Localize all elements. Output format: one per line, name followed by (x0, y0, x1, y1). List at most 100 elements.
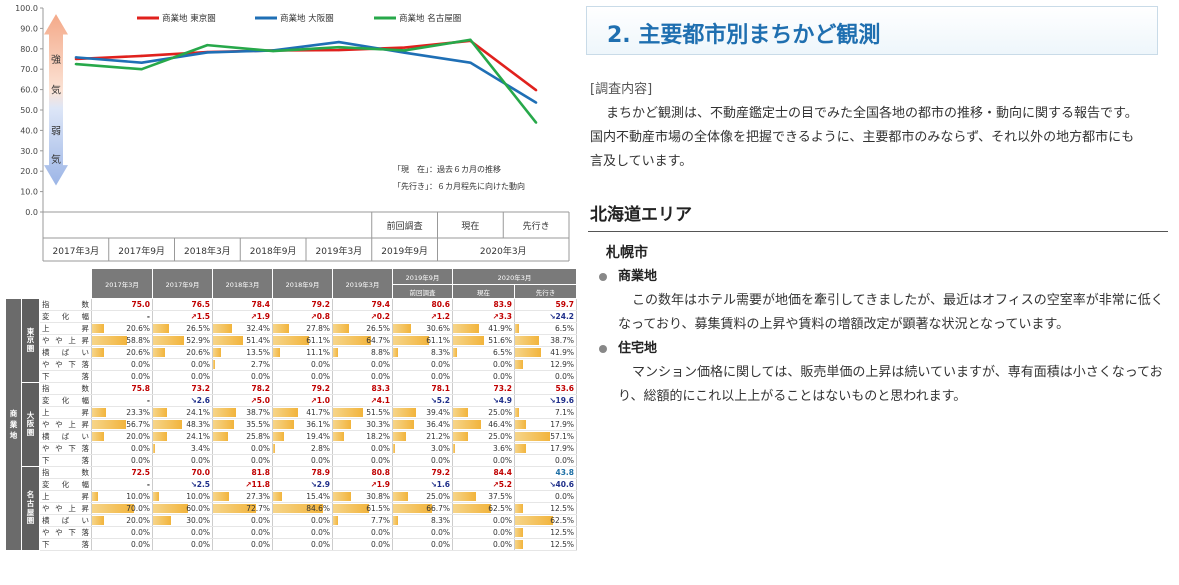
row-label: 横 ば い (39, 346, 93, 359)
cell-value: ↗3.3 (492, 312, 513, 321)
percent-cell: 12.9% (514, 358, 578, 371)
percent-cell: 27.3% (212, 490, 274, 503)
table-row: 大阪圏指 数 75.8 73.2 78.2 79.2 83.3 78.1 73.2 53.6 (6, 382, 578, 467)
cell-value: 13.5% (246, 348, 271, 357)
percent-cell: 3.6% (452, 442, 516, 455)
percent-cell: 61.1% (392, 334, 454, 347)
cell-value: 61.5% (366, 504, 391, 513)
city-heading: 札幌市 (606, 245, 648, 261)
cell-value: 0.0% (190, 360, 211, 369)
percent-cell: 70.0% (91, 502, 154, 515)
percent-bar (213, 336, 244, 345)
data-point (534, 121, 538, 124)
cell-value: 18.2% (366, 432, 391, 441)
row-label: や や 上 昇 (39, 502, 93, 515)
cell-value: 0.0% (250, 444, 271, 453)
percent-cell: 0.0% (332, 538, 394, 551)
percent-bar (393, 336, 430, 345)
cell-value: ↗1.9 (370, 480, 391, 489)
y-tick-label: 70.0 (20, 65, 38, 74)
cell-value: 36.1% (306, 420, 331, 429)
cell-value: 0.0% (430, 540, 451, 549)
cell-value: 51.5% (366, 408, 391, 417)
percent-bar (515, 516, 554, 525)
percent-bar (273, 408, 298, 417)
cell-value: 0.0% (130, 360, 151, 369)
table-row: 下 落 0.0% 0.0% 0.0% 0.0% 0.0% 0.0% 0.0% 0.0% (6, 370, 578, 383)
cell-value: 78.2 (251, 384, 271, 393)
percent-cell: 36.1% (272, 418, 334, 431)
cell-value: 25.0% (488, 432, 513, 441)
cell-value: 0.0% (430, 360, 451, 369)
cell-value: 0.0% (430, 456, 451, 465)
table-row: 商業地東京圏指 数 75.0 76.5 78.4 79.2 79.4 80.6 83.9 59.… (5, 298, 578, 551)
change-cell: ↘2.5 (152, 478, 214, 491)
change-cell: ↘5.2 (392, 394, 454, 407)
strength-label: 気 (51, 84, 61, 97)
legend-label: 商業地 大阪圏 (280, 13, 334, 24)
percent-bar (515, 408, 520, 417)
change-cell: ↗3.3 (452, 310, 516, 323)
index-cell: 73.2 (452, 382, 516, 395)
cell-value: ↗1.2 (430, 312, 451, 321)
change-cell: ↗5.2 (452, 478, 516, 491)
cell-value: 3.0% (430, 444, 451, 453)
percent-cell: 0.0% (392, 454, 454, 467)
cell-value: 35.5% (246, 420, 271, 429)
cell-value: 25.8% (246, 432, 271, 441)
percent-cell: 3.0% (392, 442, 454, 455)
percent-cell: 36.4% (392, 418, 454, 431)
percent-cell: 6.5% (452, 346, 516, 359)
cell-value: ↘19.6 (549, 396, 575, 405)
cell-value: 26.5% (366, 324, 391, 333)
index-cell: 78.4 (212, 298, 274, 311)
data-point (206, 51, 209, 54)
strength-label: 弱 (51, 125, 61, 137)
change-cell: ↘4.9 (452, 394, 516, 407)
table-row: や や 下 落 0.0% 0.0% 0.0% 0.0% 0.0% 0.0% 0.0% 12.5% (6, 526, 578, 539)
cell-value: 7.1% (554, 408, 575, 417)
survey-label: [調査内容] (590, 82, 653, 97)
percent-bar (333, 336, 372, 345)
row-label: 横 ば い (39, 430, 93, 443)
percent-bar (273, 420, 295, 429)
data-point (403, 51, 406, 54)
survey-line-3: 言及しています。 (590, 154, 693, 169)
region-label: 東京圏 (21, 298, 40, 383)
cell-value: - (146, 480, 151, 489)
percent-bar (453, 444, 456, 453)
percent-cell: 0.0% (152, 454, 214, 467)
index-cell: 70.0 (152, 466, 214, 479)
change-cell: ↗0.2 (332, 310, 394, 323)
cell-value: 0.0% (370, 540, 391, 549)
percent-bar (393, 408, 417, 417)
data-point (337, 45, 341, 49)
table-row: や や 上 昇 56.7% 48.3% 35.5% 36.1% 30.3% 36.4% 46.… (6, 418, 578, 431)
cell-value: 0.0% (492, 516, 513, 525)
percent-bar (153, 324, 169, 333)
data-point (534, 101, 538, 104)
percent-bar (333, 348, 339, 357)
percent-cell: 18.2% (332, 430, 394, 443)
cell-value: 72.7% (246, 504, 271, 513)
percent-cell: 25.0% (452, 430, 516, 443)
section-title-box: 2. 主要都市別まちかど観測 (586, 6, 1158, 55)
percent-cell: 0.0% (332, 526, 394, 539)
table-header: 2019年9月 (392, 268, 454, 285)
commercial-line-1: この数年はホテル需要が地価を牽引してきましたが、最近はオフィスの空室率が非常に低… (632, 293, 1164, 308)
percent-cell: 8.8% (332, 346, 394, 359)
cell-value: ↗5.0 (250, 396, 271, 405)
percent-cell: 0.0% (332, 358, 394, 371)
table-row: や や 下 落 0.0% 0.0% 2.7% 0.0% 0.0% 0.0% 0.0% 12.9% (6, 358, 578, 371)
cell-value: 0.0% (130, 444, 151, 453)
index-cell: 79.2 (272, 298, 334, 311)
percent-bar (515, 444, 526, 453)
cell-value: 20.0% (126, 516, 151, 525)
percent-cell: 25.0% (392, 490, 454, 503)
index-cell: 78.9 (272, 466, 334, 479)
cell-value: 64.7% (366, 336, 391, 345)
percent-cell: 84.6% (272, 502, 334, 515)
percent-cell: 21.2% (392, 430, 454, 443)
row-label: 変 化 幅 (39, 310, 93, 323)
percent-cell: 0.0% (392, 370, 454, 383)
